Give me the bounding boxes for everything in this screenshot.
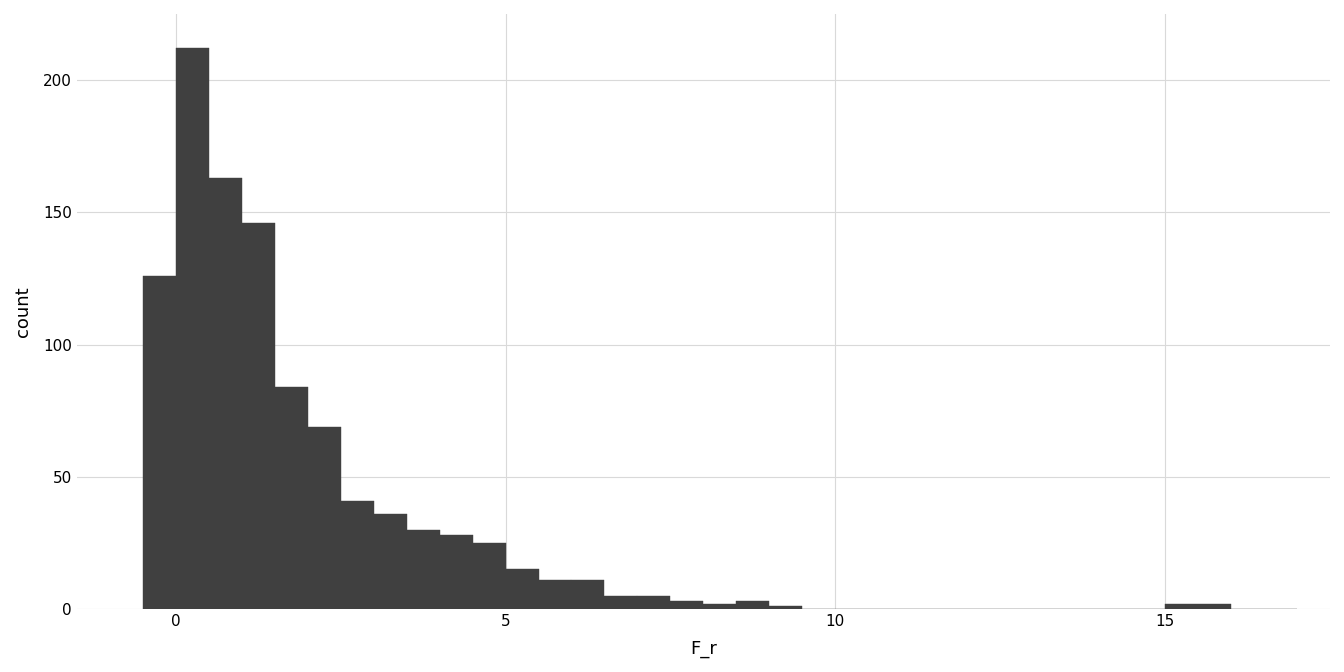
Bar [208, 178, 242, 609]
Bar [703, 604, 737, 609]
Bar [439, 535, 473, 609]
Bar [274, 387, 308, 609]
X-axis label: F_r: F_r [689, 640, 716, 658]
Bar [737, 601, 769, 609]
Bar [374, 514, 407, 609]
Bar [176, 48, 208, 609]
Y-axis label: count: count [13, 286, 32, 337]
Bar [142, 276, 176, 609]
Bar [407, 530, 439, 609]
Bar [605, 596, 637, 609]
Bar [473, 543, 505, 609]
Bar [1165, 604, 1231, 609]
Bar [769, 607, 802, 609]
Bar [308, 427, 340, 609]
Bar [505, 569, 539, 609]
Bar [242, 223, 274, 609]
Bar [539, 580, 571, 609]
Bar [571, 580, 605, 609]
Bar [671, 601, 703, 609]
Bar [340, 501, 374, 609]
Bar [637, 596, 671, 609]
